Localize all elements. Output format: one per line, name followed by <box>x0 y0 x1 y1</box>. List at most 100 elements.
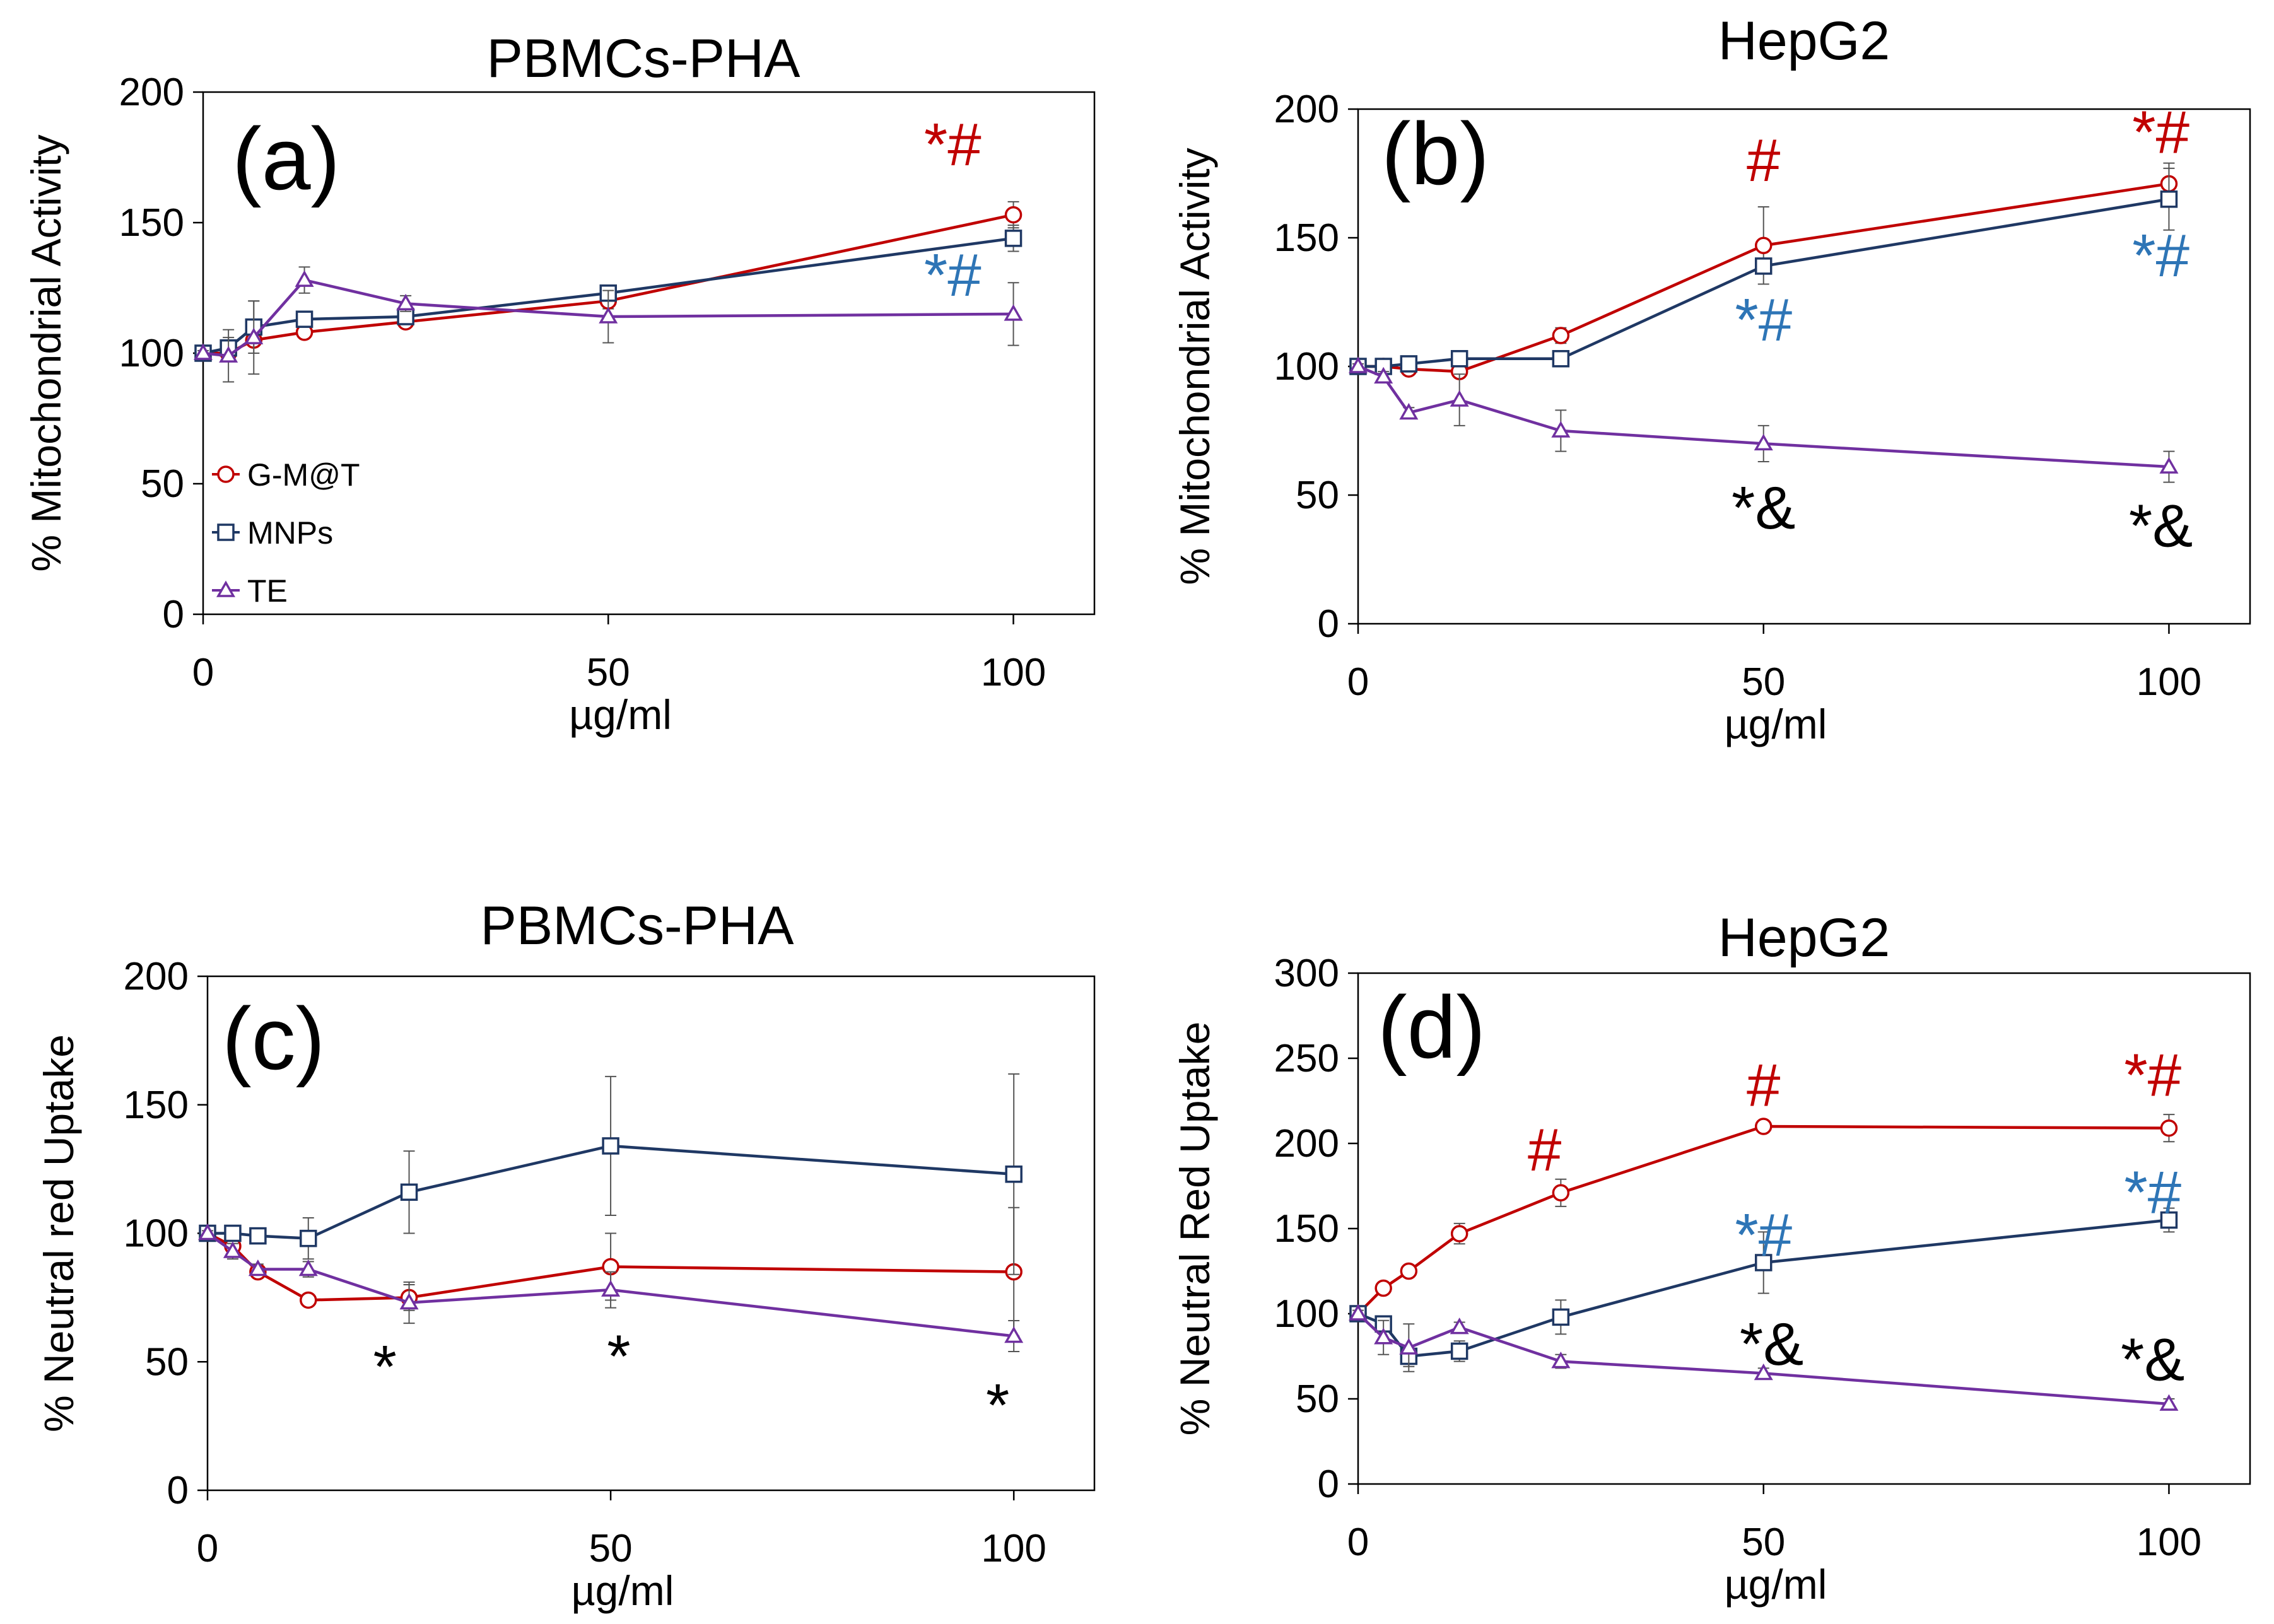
legend-entry: TE <box>247 573 288 609</box>
significance-annotation: # <box>1747 1052 1780 1119</box>
data-point <box>1754 1254 1773 1271</box>
y-axis-title: % Neutral Red Uptake <box>1171 1022 1218 1436</box>
annotation-part: * <box>924 242 947 309</box>
y-tick-label: 200 <box>1274 88 1339 131</box>
data-point <box>1348 1304 1368 1321</box>
data-point <box>599 307 618 324</box>
data-point <box>1004 206 1023 224</box>
significance-annotation: *& <box>2129 493 2193 560</box>
chart-title: HepG2 <box>1718 11 1890 71</box>
annotation-part: *& <box>1740 1311 1803 1378</box>
panel-b: HepG2 (b) 0 50 100 150 200 0 50 100 µg/ml % Mitocho… <box>1171 11 2251 747</box>
y-tick-label: 0 <box>1318 602 1339 646</box>
x-tick-label: 100 <box>2136 660 2201 704</box>
series-te <box>1348 356 2179 483</box>
legend-swatch-marker <box>217 523 235 541</box>
x-axis-title: µg/ml <box>571 1567 674 1614</box>
x-tick-label: 0 <box>1347 660 1369 704</box>
plot-frame <box>1357 108 2251 625</box>
annotation-part: *& <box>2121 1326 2184 1393</box>
annotation-part: # <box>1528 1116 1561 1184</box>
panel-label: (d) <box>1378 978 1486 1077</box>
x-tick-label: 0 <box>192 651 214 694</box>
data-point <box>1552 327 1570 344</box>
data-point <box>1552 350 1570 368</box>
significance-annotation: *# <box>1735 286 1792 354</box>
x-tick-label: 0 <box>197 1527 218 1570</box>
data-point <box>1004 1326 1024 1343</box>
panel-label: (b) <box>1381 104 1489 203</box>
data-point <box>1400 355 1418 373</box>
legend-swatch-marker <box>216 580 236 597</box>
annotation-part: * <box>2124 1041 2147 1109</box>
annotation-part: *& <box>2129 493 2193 560</box>
x-tick-label: 50 <box>1742 660 1785 704</box>
data-point <box>197 1223 218 1241</box>
x-axis-title: µg/ml <box>1725 1561 1827 1608</box>
data-point <box>2159 1394 2179 1411</box>
series-te <box>193 266 1023 383</box>
legend-entry: MNPs <box>247 515 333 551</box>
x-axis-title: µg/ml <box>1725 701 1827 747</box>
data-point <box>1004 230 1023 247</box>
y-axis-title: % Mitochondrial Activity <box>1171 148 1218 585</box>
annotation-part: # <box>2148 1041 2181 1109</box>
y-axis-title: % Mitochondrial Activity <box>23 134 69 571</box>
data-point <box>2160 1119 2178 1137</box>
annotation-part: * <box>2132 98 2155 166</box>
panel-d: HepG2 (d) 0 50 100 150 200 250 300 0 50 100 µg/ml % N… <box>1171 908 2251 1608</box>
data-point <box>396 293 416 311</box>
plot-frame <box>1357 972 2251 1485</box>
annotation-part: * <box>986 1372 1009 1439</box>
data-point <box>224 1224 242 1242</box>
annotation-part: # <box>2156 98 2189 166</box>
y-tick-label: 150 <box>119 201 184 245</box>
annotation-part: * <box>2124 1159 2147 1227</box>
significance-annotation: * <box>373 1333 397 1401</box>
chart-title: PBMCs-PHA <box>481 896 795 956</box>
y-tick-label: 100 <box>119 332 184 375</box>
data-point <box>1754 1118 1773 1135</box>
data-point <box>1450 1225 1468 1242</box>
y-tick-label: 0 <box>1318 1463 1339 1506</box>
data-point <box>295 310 314 328</box>
significance-annotation: *& <box>2121 1326 2184 1393</box>
annotation-part: * <box>924 111 947 178</box>
annotation-part: * <box>1735 1201 1758 1269</box>
annotation-part: * <box>607 1323 630 1391</box>
data-point <box>1005 1165 1023 1183</box>
x-tick-label: 100 <box>2136 1521 2201 1564</box>
annotation-part: * <box>2132 222 2155 289</box>
significance-annotation: * <box>986 1372 1009 1439</box>
data-point <box>193 343 213 360</box>
y-tick-label: 100 <box>124 1212 189 1256</box>
data-point <box>399 1292 419 1310</box>
x-tick-label: 100 <box>981 1527 1046 1570</box>
data-point <box>219 346 238 363</box>
significance-annotation: *# <box>2124 1159 2181 1227</box>
data-point <box>1450 390 1469 407</box>
x-tick-label: 50 <box>589 1527 633 1570</box>
annotation-part: *& <box>1732 474 1795 542</box>
y-tick-label: 150 <box>1274 1207 1339 1251</box>
annotation-part: * <box>1735 286 1758 354</box>
x-tick-label: 100 <box>981 651 1046 694</box>
data-point <box>2159 457 2179 474</box>
significance-annotation: *# <box>924 242 982 309</box>
annotation-part: # <box>1759 286 1792 354</box>
significance-annotation: *# <box>2124 1041 2181 1109</box>
x-axis-title: µg/ml <box>569 691 672 738</box>
data-point <box>298 1259 318 1276</box>
data-point <box>244 327 264 344</box>
annotation-part: # <box>1759 1201 1792 1269</box>
y-tick-label: 150 <box>124 1084 189 1127</box>
x-tick-label: 0 <box>1347 1521 1369 1564</box>
significance-annotation: *& <box>1732 474 1795 542</box>
data-point <box>248 1259 267 1276</box>
data-point <box>1754 433 1773 451</box>
data-point <box>1450 350 1468 368</box>
data-point <box>1399 1338 1419 1355</box>
significance-annotation: *# <box>924 111 982 178</box>
y-tick-label: 50 <box>145 1340 189 1384</box>
